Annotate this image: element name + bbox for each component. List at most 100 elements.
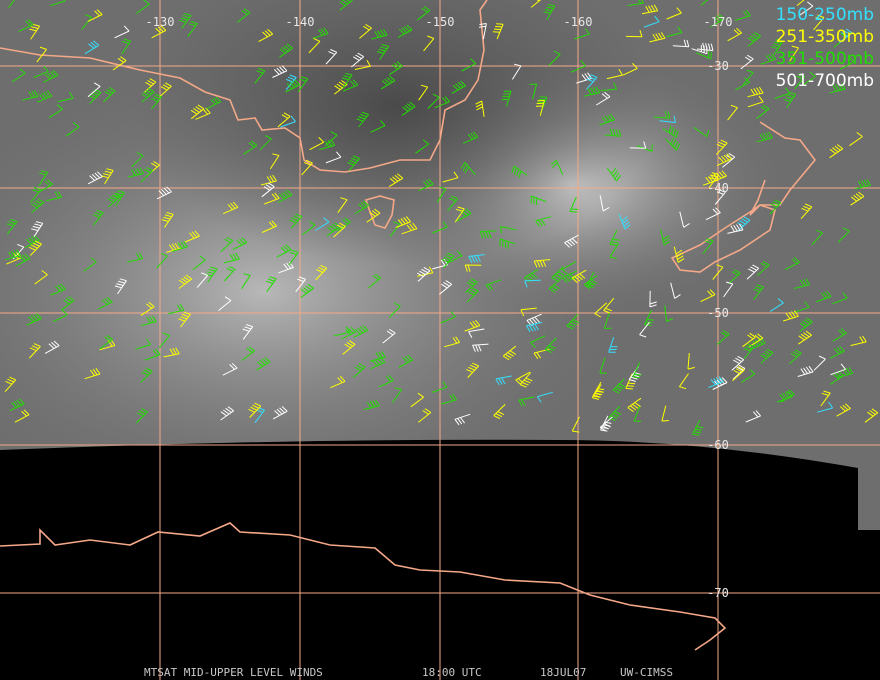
wind-barb [535,216,552,227]
wind-barb [511,165,528,178]
wind-barb [220,406,234,421]
wind-barb [454,206,465,223]
wind-barb [297,76,309,92]
wind-barb [747,86,764,98]
wind-barb [103,87,116,103]
wind-barb [353,325,369,338]
wind-barb [502,345,517,361]
wind-barb [259,135,272,151]
wind-barb [354,60,371,70]
wind-barb [84,40,100,55]
wind-barb [854,179,871,190]
wind-barb [536,391,553,403]
wind-barb [801,71,816,86]
wind-barb [815,290,832,303]
wind-barb [60,296,75,311]
wind-barb [370,120,386,133]
wind-barb [38,179,53,193]
wind-barb [301,159,313,176]
wind-barb [796,0,805,6]
wind-barb [864,408,879,423]
wind-barb [625,373,636,390]
wind-barb [734,9,751,21]
wind-barb [241,346,256,361]
wind-barb [524,279,541,288]
wind-barb [519,372,533,388]
wind-barb [140,166,153,183]
wind-barb [632,362,642,379]
wind-barb [687,353,695,370]
wind-barb [665,137,681,151]
wind-barb [87,82,101,98]
wind-barb [464,264,482,272]
wind-barb [144,348,161,361]
wind-barb [380,75,396,90]
wind-barb [714,189,726,205]
wind-barb [591,384,604,400]
wind-barb [368,273,382,289]
wind-barb [220,236,234,252]
wind-barb [330,375,346,389]
wind-barb [693,126,710,138]
wind-barb [836,403,851,417]
wind-barb [679,211,690,228]
wind-barb [750,337,766,350]
wind-barb [5,249,22,261]
wind-barb [135,338,152,350]
wind-barb [236,8,251,23]
wind-barb [780,389,795,403]
wind-barb [479,230,497,239]
wind-barb [325,49,338,65]
wind-barb [712,377,728,390]
wind-barb [140,367,153,383]
wind-barb [627,0,644,7]
wind-barb [478,23,487,40]
wind-barb [258,28,274,43]
wind-barb [112,56,127,71]
wind-barb [641,4,659,15]
wind-barb [28,343,41,359]
wind-barb [649,290,657,308]
wind-barb [114,190,125,207]
wind-barb [472,343,489,352]
wind-barb [269,153,280,170]
wind-barb [434,96,450,109]
wind-barb [190,104,205,120]
latitude-label: -50 [707,306,729,320]
wind-barb [832,292,848,305]
footer: MTSAT MID-UPPER LEVEL WINDS 18:00 UTC 18JU… [144,666,673,679]
wind-barb [92,209,104,226]
wind-barb [606,68,623,80]
wind-barb [696,42,714,52]
wind-barb [609,243,619,260]
wind-barb [14,409,30,423]
wind-barb [363,399,380,411]
wind-barb [391,387,403,404]
wind-barb [501,90,512,107]
wind-barb [756,131,773,143]
wind-barb [817,401,834,413]
wind-barb [339,0,353,11]
wind-barb [837,227,850,243]
wind-barb [447,195,459,212]
wind-barb [628,366,641,382]
wind-barb [711,170,727,183]
wind-barb [830,363,846,376]
wind-barb [832,328,847,342]
wind-barb [33,65,49,78]
wind-barb [742,69,754,86]
wind-barb [143,78,157,94]
wind-barb [388,302,401,318]
wind-barb [276,244,292,258]
wind-barb [272,65,288,78]
wind-barb [388,61,403,76]
wind-barb [499,238,516,249]
wind-barb [218,296,232,311]
wind-barb [427,93,440,109]
wind-barb [442,171,459,183]
wind-barb [136,0,150,14]
wind-barb [52,309,68,323]
wind-barb [716,330,730,345]
wind-barb [608,336,618,353]
